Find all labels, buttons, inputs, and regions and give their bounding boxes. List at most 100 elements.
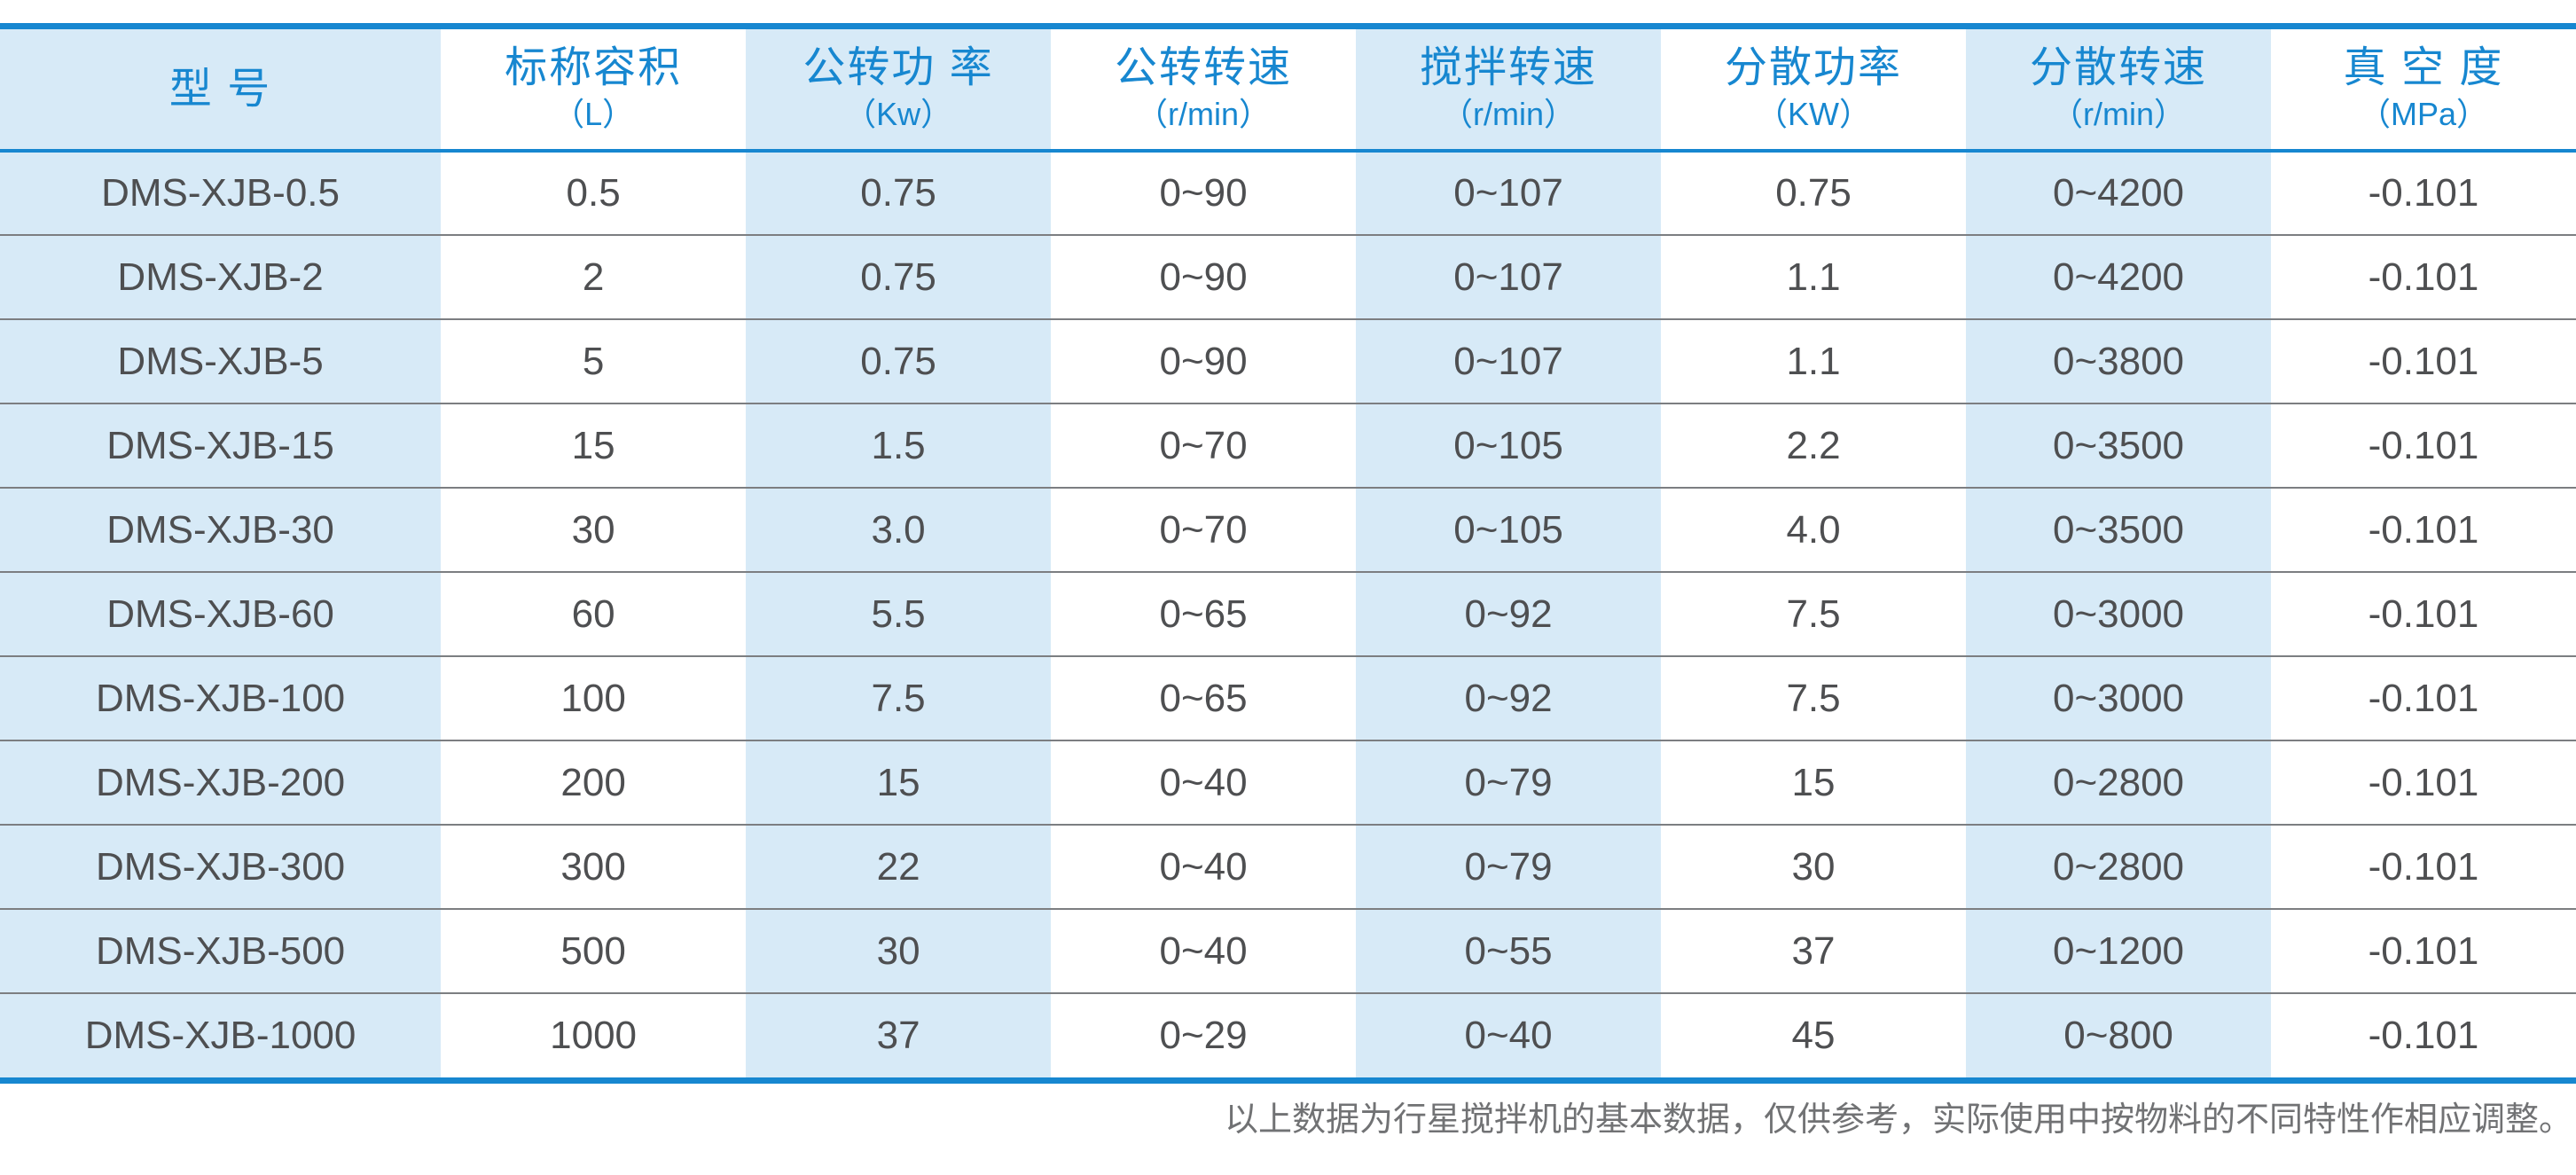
value-cell: 0~90: [1051, 319, 1357, 403]
value-cell: 0~107: [1356, 151, 1662, 235]
spec-table-container: 型 号 标称容积 （L） 公转功 率 （Kw） 公转转速 （r/min）: [0, 23, 2576, 1084]
value-cell: 0~3000: [1966, 656, 2271, 740]
value-cell: 1000: [441, 993, 747, 1077]
header-cell-dispersion-speed: 分散转速 （r/min）: [1966, 29, 2271, 151]
value-cell: 7.5: [1661, 572, 1967, 656]
column-unit: （L）: [552, 95, 635, 132]
value-cell: 15: [1661, 740, 1967, 825]
table-row: DMS-XJB-0.5 0.5 0.75 0~90 0~107 0.75 0~4200 -0.…: [0, 151, 2576, 235]
value-cell: -0.101: [2271, 740, 2576, 825]
value-cell: 4.0: [1661, 488, 1967, 572]
value-cell: 0.75: [746, 151, 1052, 235]
value-cell: 30: [1661, 825, 1967, 909]
value-cell: 0~40: [1051, 825, 1357, 909]
value-cell: -0.101: [2271, 151, 2576, 235]
header-cell-revolution-power: 公转功 率 （Kw）: [746, 29, 1052, 151]
header-cell-model: 型 号: [0, 29, 442, 151]
header-cell-nominal-volume: 标称容积 （L）: [441, 29, 747, 151]
value-cell: 3.0: [746, 488, 1052, 572]
value-cell: 45: [1661, 993, 1967, 1077]
column-unit: （r/min）: [1136, 95, 1272, 132]
value-cell: 0~107: [1356, 235, 1662, 319]
value-cell: 2.2: [1661, 403, 1967, 488]
value-cell: 1.5: [746, 403, 1052, 488]
value-cell: 0~3800: [1966, 319, 2271, 403]
value-cell: 22: [746, 825, 1052, 909]
value-cell: 60: [441, 572, 747, 656]
model-cell: DMS-XJB-60: [0, 572, 442, 656]
value-cell: 7.5: [746, 656, 1052, 740]
value-cell: 0~2800: [1966, 740, 2271, 825]
value-cell: 0~4200: [1966, 151, 2271, 235]
model-cell: DMS-XJB-0.5: [0, 151, 442, 235]
value-cell: 0~29: [1051, 993, 1357, 1077]
table-header: 型 号 标称容积 （L） 公转功 率 （Kw） 公转转速 （r/min）: [0, 29, 2576, 151]
model-cell: DMS-XJB-200: [0, 740, 442, 825]
value-cell: 0~4200: [1966, 235, 2271, 319]
value-cell: 2: [441, 235, 747, 319]
value-cell: 37: [1661, 909, 1967, 993]
model-cell: DMS-XJB-100: [0, 656, 442, 740]
model-cell: DMS-XJB-2: [0, 235, 442, 319]
column-label: 标称容积: [505, 43, 683, 91]
model-cell: DMS-XJB-500: [0, 909, 442, 993]
value-cell: 0~90: [1051, 235, 1357, 319]
column-label: 公转转速: [1115, 43, 1293, 91]
value-cell: 15: [441, 403, 747, 488]
value-cell: -0.101: [2271, 488, 2576, 572]
column-unit: （r/min）: [2051, 95, 2186, 132]
column-label: 搅拌转速: [1420, 43, 1598, 91]
column-unit: （MPa）: [2358, 95, 2489, 132]
model-cell: DMS-XJB-15: [0, 403, 442, 488]
model-cell: DMS-XJB-30: [0, 488, 442, 572]
value-cell: 0~40: [1051, 909, 1357, 993]
value-cell: -0.101: [2271, 656, 2576, 740]
table-row: DMS-XJB-1000 1000 37 0~29 0~40 45 0~800 -0.101: [0, 993, 2576, 1077]
table-row: DMS-XJB-5 5 0.75 0~90 0~107 1.1 0~3800 -0.101: [0, 319, 2576, 403]
column-label: 公转功 率: [803, 43, 994, 91]
header-row: 型 号 标称容积 （L） 公转功 率 （Kw） 公转转速 （r/min）: [0, 29, 2576, 151]
value-cell: 5: [441, 319, 747, 403]
value-cell: -0.101: [2271, 993, 2576, 1077]
column-label: 型 号: [168, 65, 272, 113]
value-cell: 7.5: [1661, 656, 1967, 740]
value-cell: 0~92: [1356, 572, 1662, 656]
column-label: 真 空 度: [2343, 43, 2504, 91]
value-cell: 0~65: [1051, 572, 1357, 656]
table-row: DMS-XJB-60 60 5.5 0~65 0~92 7.5 0~3000 -0.101: [0, 572, 2576, 656]
value-cell: 0~55: [1356, 909, 1662, 993]
value-cell: 0~40: [1356, 993, 1662, 1077]
value-cell: 0.75: [746, 319, 1052, 403]
header-cell-stirring-speed: 搅拌转速 （r/min）: [1356, 29, 1662, 151]
value-cell: -0.101: [2271, 319, 2576, 403]
header-cell-revolution-speed: 公转转速 （r/min）: [1051, 29, 1357, 151]
table-row: DMS-XJB-2 2 0.75 0~90 0~107 1.1 0~4200 -0.101: [0, 235, 2576, 319]
value-cell: 0.75: [746, 235, 1052, 319]
value-cell: -0.101: [2271, 403, 2576, 488]
value-cell: 0~65: [1051, 656, 1357, 740]
value-cell: 0~3500: [1966, 488, 2271, 572]
column-unit: （KW）: [1756, 95, 1872, 132]
value-cell: 0.75: [1661, 151, 1967, 235]
value-cell: 0~2800: [1966, 825, 2271, 909]
table-row: DMS-XJB-100 100 7.5 0~65 0~92 7.5 0~3000 -0.101: [0, 656, 2576, 740]
value-cell: 0~105: [1356, 488, 1662, 572]
table-row: DMS-XJB-300 300 22 0~40 0~79 30 0~2800 -0.101: [0, 825, 2576, 909]
value-cell: 0~105: [1356, 403, 1662, 488]
value-cell: 1.1: [1661, 319, 1967, 403]
value-cell: 0~92: [1356, 656, 1662, 740]
header-cell-dispersion-power: 分散功率 （KW）: [1661, 29, 1967, 151]
value-cell: -0.101: [2271, 909, 2576, 993]
value-cell: -0.101: [2271, 572, 2576, 656]
column-label: 分散功率: [1725, 43, 1903, 91]
value-cell: 0.5: [441, 151, 747, 235]
table-row: DMS-XJB-15 15 1.5 0~70 0~105 2.2 0~3500 -0.101: [0, 403, 2576, 488]
value-cell: 0~79: [1356, 740, 1662, 825]
value-cell: 30: [441, 488, 747, 572]
value-cell: 0~1200: [1966, 909, 2271, 993]
value-cell: 0~3000: [1966, 572, 2271, 656]
header-cell-vacuum-degree: 真 空 度 （MPa）: [2271, 29, 2576, 151]
table-row: DMS-XJB-500 500 30 0~40 0~55 37 0~1200 -0.101: [0, 909, 2576, 993]
value-cell: 15: [746, 740, 1052, 825]
column-unit: （r/min）: [1441, 95, 1577, 132]
